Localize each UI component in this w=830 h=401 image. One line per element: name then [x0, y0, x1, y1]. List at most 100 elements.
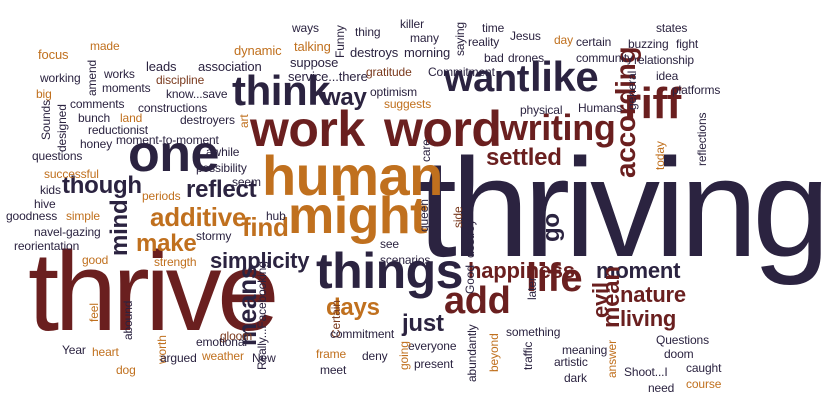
word-word: word — [384, 101, 502, 157]
word-comments: comments — [70, 97, 125, 111]
word-artistic: artistic — [554, 355, 588, 369]
word-work: work — [250, 101, 365, 157]
word-moment-to-moment: moment-to-moment — [116, 133, 219, 147]
word-weather: weather — [202, 349, 244, 363]
word-dog: dog — [116, 363, 136, 377]
word-going: going — [397, 341, 411, 370]
word-humans: Humans — [578, 101, 622, 115]
word-dynamic: dynamic — [234, 43, 282, 58]
word-working: working — [40, 71, 81, 85]
word-thing: thing — [355, 25, 381, 39]
word-feel: feel — [87, 303, 101, 322]
word-settled: settled — [486, 144, 562, 171]
word-queen: queen — [417, 199, 431, 232]
word-killer: killer — [400, 17, 424, 31]
word-kids: kids — [40, 183, 61, 197]
word-want: want — [444, 58, 530, 100]
word-made: made — [90, 39, 120, 53]
word-go: go — [538, 213, 565, 242]
word-periods: periods — [142, 189, 181, 203]
word-beyond: beyond — [487, 333, 501, 372]
word-deny: deny — [362, 349, 388, 363]
word-drones: drones — [508, 51, 544, 65]
word-add: add — [444, 280, 511, 322]
word-saying: saying — [453, 22, 467, 56]
word-present: present — [414, 357, 454, 371]
word-though: though — [62, 172, 142, 199]
word-morning: morning — [404, 45, 451, 60]
word-traffic: traffic — [521, 341, 535, 370]
word-heart: heart — [92, 345, 119, 359]
word-reorientation: reorientation — [14, 239, 80, 253]
word-nature: nature — [620, 282, 686, 307]
word-gratitude: gratitude — [366, 65, 412, 79]
word-answer: answer — [605, 340, 619, 378]
word-designed: designed — [55, 104, 69, 152]
word-additive: additive — [150, 202, 247, 232]
word-happiness: happiness — [468, 258, 575, 283]
word-abundantly: abundantly — [465, 324, 479, 382]
word-time: time — [482, 21, 505, 35]
word-year: Year — [62, 343, 86, 357]
word-discipline: discipline — [156, 73, 205, 87]
word-one: one — [128, 125, 219, 183]
word-moments: moments — [102, 81, 151, 95]
word-make: make — [136, 230, 197, 257]
word-destroyers: destroyers — [180, 113, 235, 127]
word-caught: caught — [686, 361, 722, 375]
word-life: life — [526, 256, 583, 300]
word-successful: successful — [44, 167, 99, 181]
word-commitment-cap: Commitment — [428, 65, 495, 79]
word-meaning: meaning — [562, 343, 608, 357]
word-works: works — [104, 67, 135, 81]
word-states: states — [656, 21, 688, 35]
word-mind: mind — [106, 199, 133, 256]
word-destroys: destroys — [350, 45, 399, 60]
word-moment: moment — [596, 258, 681, 283]
word-abound: abound — [121, 300, 135, 340]
word-suggests: suggests — [384, 97, 432, 111]
word-bunch: bunch — [78, 111, 111, 125]
word-navel: navel-gazing — [34, 225, 101, 239]
word-physical: physical — [520, 103, 563, 117]
word-awhile: awhile — [206, 145, 240, 159]
word-constructions: constructions — [138, 101, 208, 115]
word-days: days — [326, 294, 380, 321]
word-gloom: gloom — [220, 329, 253, 343]
word-honey: honey — [80, 137, 113, 151]
word-association: association — [198, 59, 262, 74]
word-doom: doom — [664, 347, 694, 361]
word-simplicity: simplicity — [210, 248, 310, 273]
word-possibility: possibility — [196, 161, 247, 175]
word-hive: hive — [34, 197, 56, 211]
word-argued: argued — [160, 351, 197, 365]
word-just: just — [402, 310, 444, 337]
word-dark: dark — [564, 371, 587, 385]
word-meet: meet — [320, 363, 347, 377]
word-questions-cap: Questions — [656, 333, 709, 347]
word-know: know...save — [166, 87, 228, 101]
word-commitment: commitment — [330, 327, 395, 341]
word-idea: idea — [656, 69, 679, 83]
word-jesus: Jesus — [510, 29, 541, 43]
word-fight: fight — [676, 37, 699, 51]
word-sounds: Sounds — [39, 100, 53, 140]
word-good: good — [82, 253, 109, 267]
word-community: community — [576, 51, 633, 65]
word-many: many — [410, 31, 439, 45]
word-buzzing: buzzing — [628, 37, 669, 51]
word-find: find — [242, 212, 289, 242]
word-reductionist: reductionist — [88, 123, 148, 137]
word-reflect: reflect — [186, 176, 257, 203]
word-mean: mean — [598, 266, 625, 328]
word-seem: seem — [232, 175, 261, 189]
word-day: day — [554, 33, 573, 47]
word-funny: Funny — [333, 25, 347, 58]
word-way: way — [322, 84, 367, 111]
word-today: today — [653, 141, 667, 170]
word-optimism: optimism — [370, 85, 418, 99]
word-stormy: stormy — [196, 229, 232, 243]
word-things: things — [316, 243, 463, 299]
word-service: service...there — [288, 69, 368, 84]
word-everyone: everyone — [408, 339, 457, 353]
